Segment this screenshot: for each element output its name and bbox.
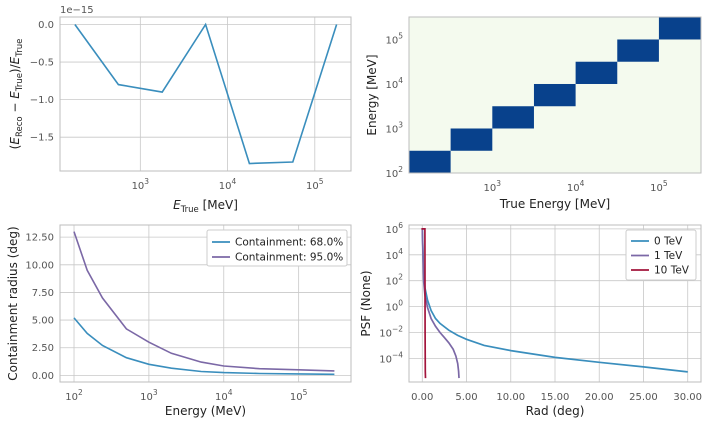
x-tick-label: 105 [306,177,324,192]
x-axis-label: True Energy [MeV] [499,197,610,211]
heatmap-cell [409,150,451,173]
heatmap-cell [492,106,534,129]
x-tick-label: 104 [219,177,237,192]
y-tick-label: 5.00 [32,316,54,327]
legend: 0 TeV 1 TeV 10 TeV [625,229,697,281]
x-tick-label: 5.00 [455,392,477,403]
panel-reco-bias: 103 104 105 0.0 −0.5 −1.0 −1.5 1e−15 ETrue [MeV]… [8,5,352,215]
y-axis-label: Containment radius (deg) [6,226,20,380]
plot-frame [408,224,702,383]
legend-label: Containment: 95.0% [235,252,343,264]
y-tick-label: 7.50 [32,288,54,299]
legend-label: 10 TeV [654,265,690,277]
x-axis-label: Rad (deg) [526,404,585,418]
series-line [421,228,427,379]
y-tick-label: 10−2 [379,324,403,339]
series-line [73,231,335,372]
y-tick-label: 103 [385,120,403,135]
legend-label: 1 TeV [654,250,683,262]
y-tick-label: 102 [385,165,403,180]
legend-label: Containment: 68.0% [235,237,343,249]
y-tick-label: −1.0 [30,95,54,106]
legend-box [625,229,697,281]
y-tick-label: 106 [385,221,403,236]
y-tick-label: 10−4 [379,350,403,365]
y-axis-label: (EReco − ETrue)/ETrue [8,39,25,150]
x-tick-label: 103 [484,179,502,194]
y-tick-label: 0.00 [32,371,54,382]
x-tick-label: 30.00 [673,392,702,403]
heatmap-cell [658,17,701,40]
series-line [74,22,338,165]
x-tick-label: 102 [65,388,83,403]
y-axis-label: Energy [MeV] [365,54,379,135]
panel-psf: 0.00 5.00 10.00 15.00 20.00 25.00 30.00 10−4 10−… [359,221,702,418]
y-tick-label: 104 [385,247,403,262]
offset-text: 1e−15 [60,5,94,16]
legend-box [206,229,348,267]
heatmap-cell [450,128,493,151]
series-line [421,228,688,373]
y-tick-label: −0.5 [30,58,54,69]
plot-frame [408,16,702,174]
x-tick-label: 104 [215,388,233,403]
y-tick-label: 104 [385,76,403,91]
legend: Containment: 68.0% Containment: 95.0% [206,229,348,267]
y-tick-label: −1.5 [30,133,54,144]
heatmap-cell [575,61,618,84]
x-tick-label: 103 [140,388,158,403]
y-axis-label: PSF (None) [359,270,373,336]
heatmap-cell [617,39,659,62]
x-axis-label: ETrue [MeV] [173,198,238,215]
legend-label: 0 TeV [654,236,683,248]
y-tick-label: 102 [385,273,403,288]
x-tick-label: 0.00 [411,392,433,403]
y-tick-label: 10.00 [25,260,54,271]
plot-frame [59,16,352,172]
heatmap-cell [533,83,576,107]
x-tick-label: 104 [567,179,585,194]
y-tick-label: 100 [385,299,403,314]
x-tick-label: 20.00 [585,392,614,403]
x-tick-label: 105 [290,388,308,403]
x-tick-label: 105 [650,179,668,194]
y-tick-label: 12.50 [25,233,54,244]
panel-containment: 102 103 104 105 0.00 2.50 5.00 7.50 10.00 12.50 En… [6,224,352,418]
y-tick-label: 105 [385,31,403,46]
x-tick-label: 10.00 [496,392,525,403]
y-tick-label: 0.0 [38,20,54,31]
plot-frame [59,224,352,383]
y-tick-label: 2.50 [32,343,54,354]
x-axis-label: Energy (MeV) [165,404,246,418]
x-tick-label: 15.00 [541,392,570,403]
x-tick-label: 103 [132,177,150,192]
series-line [73,317,335,376]
x-tick-label: 25.00 [629,392,658,403]
panel-migration: 103 104 105 102 103 104 105 True Energy [MeV] En… [365,16,702,211]
